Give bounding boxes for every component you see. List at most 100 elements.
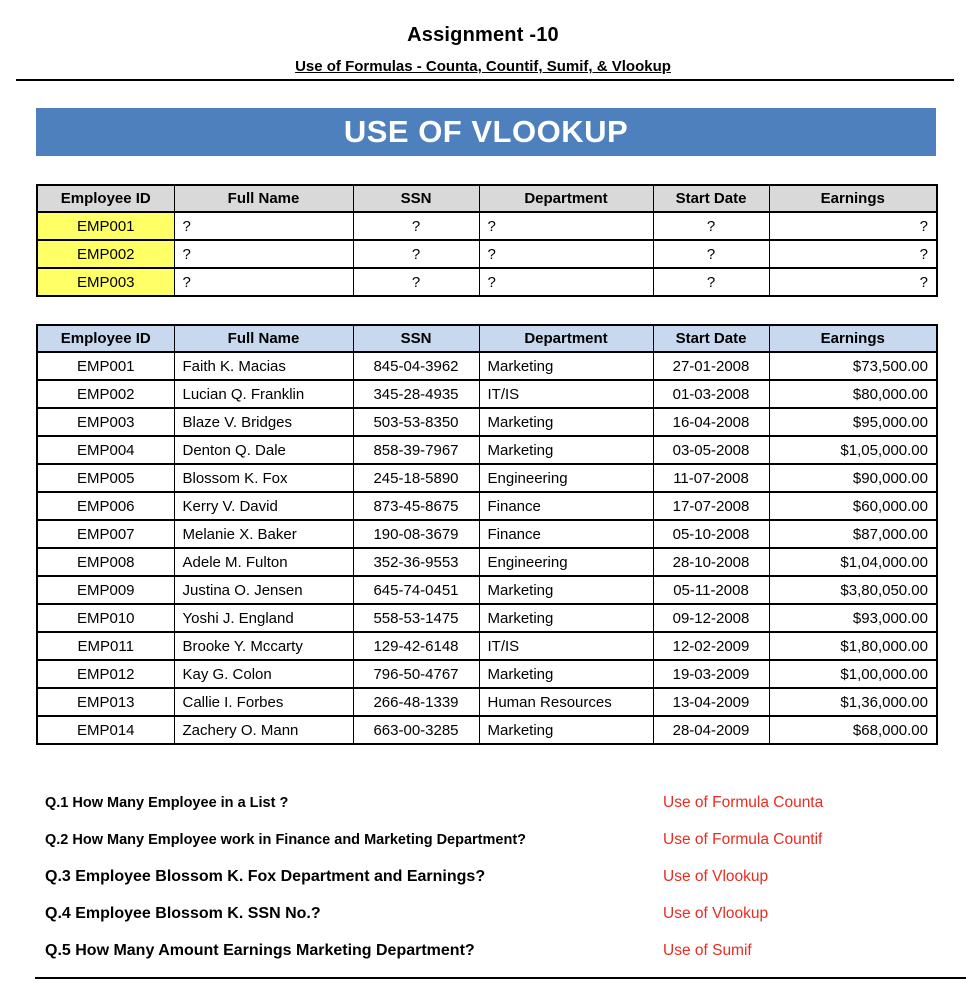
cell-full-name[interactable]: ? (173, 267, 354, 297)
table-row: EMP010 Yoshi J. England 558-53-1475 Marketi… (36, 603, 938, 633)
cell-ssn: 345-28-4935 (352, 379, 480, 409)
cell-full-name: Melanie X. Baker (173, 519, 354, 549)
cell-full-name: Denton Q. Dale (173, 435, 354, 465)
cell-ssn: 873-45-8675 (352, 491, 480, 521)
cell-employee-id[interactable]: EMP003 (36, 267, 175, 297)
table-row: EMP011 Brooke Y. Mccarty 129-42-6148 IT/IS 1… (36, 631, 938, 661)
cell-department: Marketing (478, 603, 654, 633)
column-header-employee-id: Employee ID (36, 324, 175, 353)
column-header-earnings: Earnings (768, 324, 938, 353)
cell-employee-id[interactable]: EMP001 (36, 211, 175, 241)
cell-earnings: $68,000.00 (768, 715, 938, 745)
column-header-department: Department (478, 324, 654, 353)
cell-start-date[interactable]: ? (652, 239, 770, 269)
question-row: Q.5 How Many Amount Earnings Marketing D… (45, 932, 966, 969)
cell-full-name[interactable]: ? (173, 239, 354, 269)
cell-ssn: 845-04-3962 (352, 351, 480, 381)
cell-full-name: Yoshi J. England (173, 603, 354, 633)
question-row: Q.1 How Many Employee in a List ? Use of … (45, 784, 966, 821)
cell-start-date[interactable]: ? (652, 211, 770, 241)
cell-department: Marketing (478, 435, 654, 465)
cell-earnings[interactable]: ? (768, 211, 938, 241)
table-row: EMP007 Melanie X. Baker 190-08-3679 Finance… (36, 519, 938, 549)
footer-divider-line (35, 977, 966, 979)
questions-section: Q.1 How Many Employee in a List ? Use of … (45, 784, 966, 969)
cell-employee-id: EMP014 (36, 715, 175, 745)
header-divider-line (16, 79, 954, 81)
cell-start-date: 05-10-2008 (652, 519, 770, 549)
cell-start-date: 13-04-2009 (652, 687, 770, 717)
cell-full-name: Lucian Q. Franklin (173, 379, 354, 409)
answer-formula-hint: Use of Sumif (663, 941, 752, 959)
table-row: EMP005 Blossom K. Fox 245-18-5890 Engineeri… (36, 463, 938, 493)
question-text: Q.5 How Many Amount Earnings Marketing D… (45, 941, 475, 959)
cell-earnings: $87,000.00 (768, 519, 938, 549)
cell-start-date: 28-04-2009 (652, 715, 770, 745)
table-row: EMP001 Faith K. Macias 845-04-3962 Marketin… (36, 351, 938, 381)
cell-earnings: $93,000.00 (768, 603, 938, 633)
cell-start-date: 03-05-2008 (652, 435, 770, 465)
cell-earnings: $1,05,000.00 (768, 435, 938, 465)
cell-department[interactable]: ? (478, 267, 654, 297)
cell-earnings: $3,80,050.00 (768, 575, 938, 605)
answer-formula-hint: Use of Vlookup (663, 904, 769, 922)
column-header-ssn: SSN (352, 324, 480, 353)
cell-start-date: 28-10-2008 (652, 547, 770, 577)
cell-full-name: Justina O. Jensen (173, 575, 354, 605)
cell-ssn: 129-42-6148 (352, 631, 480, 661)
column-header-earnings: Earnings (768, 184, 938, 213)
cell-full-name: Kerry V. David (173, 491, 354, 521)
cell-earnings: $95,000.00 (768, 407, 938, 437)
cell-department: Finance (478, 519, 654, 549)
cell-ssn: 558-53-1475 (352, 603, 480, 633)
question-text: Q.4 Employee Blossom K. SSN No.? (45, 904, 321, 922)
cell-department[interactable]: ? (478, 211, 654, 241)
column-header-full-name: Full Name (173, 184, 354, 213)
vlookup-banner: USE OF VLOOKUP (36, 108, 936, 156)
cell-department: Marketing (478, 351, 654, 381)
cell-employee-id: EMP008 (36, 547, 175, 577)
cell-full-name[interactable]: ? (173, 211, 354, 241)
cell-employee-id: EMP001 (36, 351, 175, 381)
cell-start-date: 17-07-2008 (652, 491, 770, 521)
cell-employee-id[interactable]: EMP002 (36, 239, 175, 269)
vlookup-query-table: Employee ID Full Name SSN Department Start D… (36, 184, 938, 297)
question-row: Q.3 Employee Blossom K. Fox Department a… (45, 858, 966, 895)
cell-ssn[interactable]: ? (352, 267, 480, 297)
cell-earnings[interactable]: ? (768, 239, 938, 269)
question-row: Q.4 Employee Blossom K. SSN No.? Use of V… (45, 895, 966, 932)
cell-department: IT/IS (478, 631, 654, 661)
cell-start-date: 11-07-2008 (652, 463, 770, 493)
cell-full-name: Blossom K. Fox (173, 463, 354, 493)
column-header-department: Department (478, 184, 654, 213)
cell-department[interactable]: ? (478, 239, 654, 269)
cell-employee-id: EMP013 (36, 687, 175, 717)
table-header-row: Employee ID Full Name SSN Department Start D… (36, 324, 938, 353)
cell-department: Engineering (478, 463, 654, 493)
cell-employee-id: EMP005 (36, 463, 175, 493)
table-row: EMP004 Denton Q. Dale 858-39-7967 Marketing… (36, 435, 938, 465)
cell-earnings: $1,36,000.00 (768, 687, 938, 717)
cell-employee-id: EMP007 (36, 519, 175, 549)
cell-start-date: 16-04-2008 (652, 407, 770, 437)
question-row: Q.2 How Many Employee work in Finance an… (45, 821, 966, 858)
assignment-subtitle: Use of Formulas - Counta, Countif, Sumif… (295, 58, 671, 75)
cell-full-name: Callie I. Forbes (173, 687, 354, 717)
cell-full-name: Kay G. Colon (173, 659, 354, 689)
cell-ssn[interactable]: ? (352, 239, 480, 269)
cell-earnings: $1,04,000.00 (768, 547, 938, 577)
question-text: Q.1 How Many Employee in a List ? (45, 794, 289, 811)
cell-employee-id: EMP006 (36, 491, 175, 521)
cell-employee-id: EMP002 (36, 379, 175, 409)
cell-department: Marketing (478, 715, 654, 745)
cell-employee-id: EMP003 (36, 407, 175, 437)
answer-formula-hint: Use of Formula Counta (663, 793, 824, 811)
cell-earnings[interactable]: ? (768, 267, 938, 297)
table-row: EMP002 Lucian Q. Franklin 345-28-4935 IT/IS… (36, 379, 938, 409)
cell-start-date[interactable]: ? (652, 267, 770, 297)
table-row: EMP009 Justina O. Jensen 645-74-0451 Market… (36, 575, 938, 605)
document-header: Assignment -10 Use of Formulas - Counta,… (0, 0, 966, 75)
cell-ssn[interactable]: ? (352, 211, 480, 241)
table-row: EMP003 Blaze V. Bridges 503-53-8350 Marketi… (36, 407, 938, 437)
